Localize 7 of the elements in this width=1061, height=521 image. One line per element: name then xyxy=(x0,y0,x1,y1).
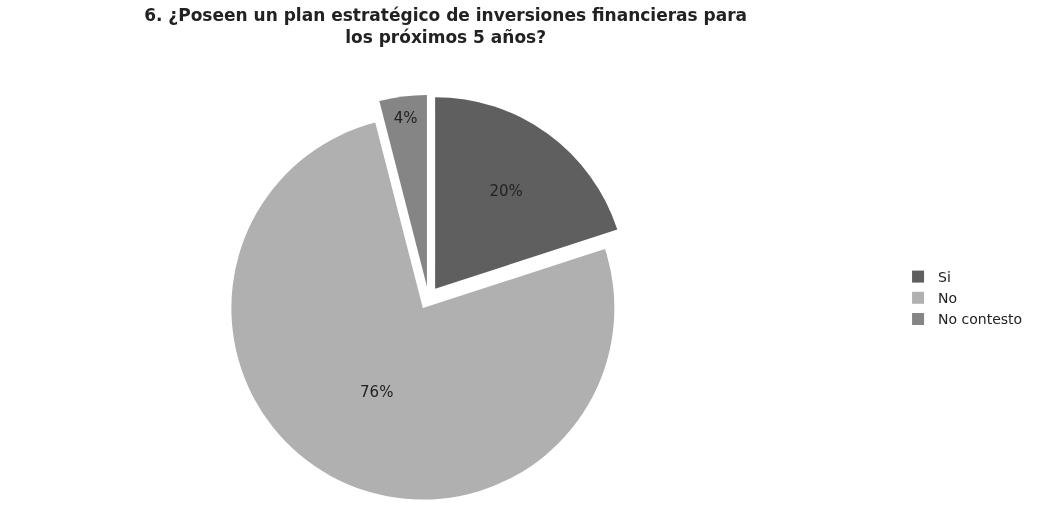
legend-label: No contesto xyxy=(938,311,1023,328)
data-label: 76% xyxy=(360,382,394,401)
data-label: 20% xyxy=(489,182,523,201)
chart-title: 6. ¿Poseen un plan estratégico de inversiones financieras para los próximos 5 años? xyxy=(144,4,748,47)
legend-label: Si xyxy=(938,269,951,286)
legend-label: No xyxy=(938,290,958,307)
data-label: 4% xyxy=(393,108,418,127)
